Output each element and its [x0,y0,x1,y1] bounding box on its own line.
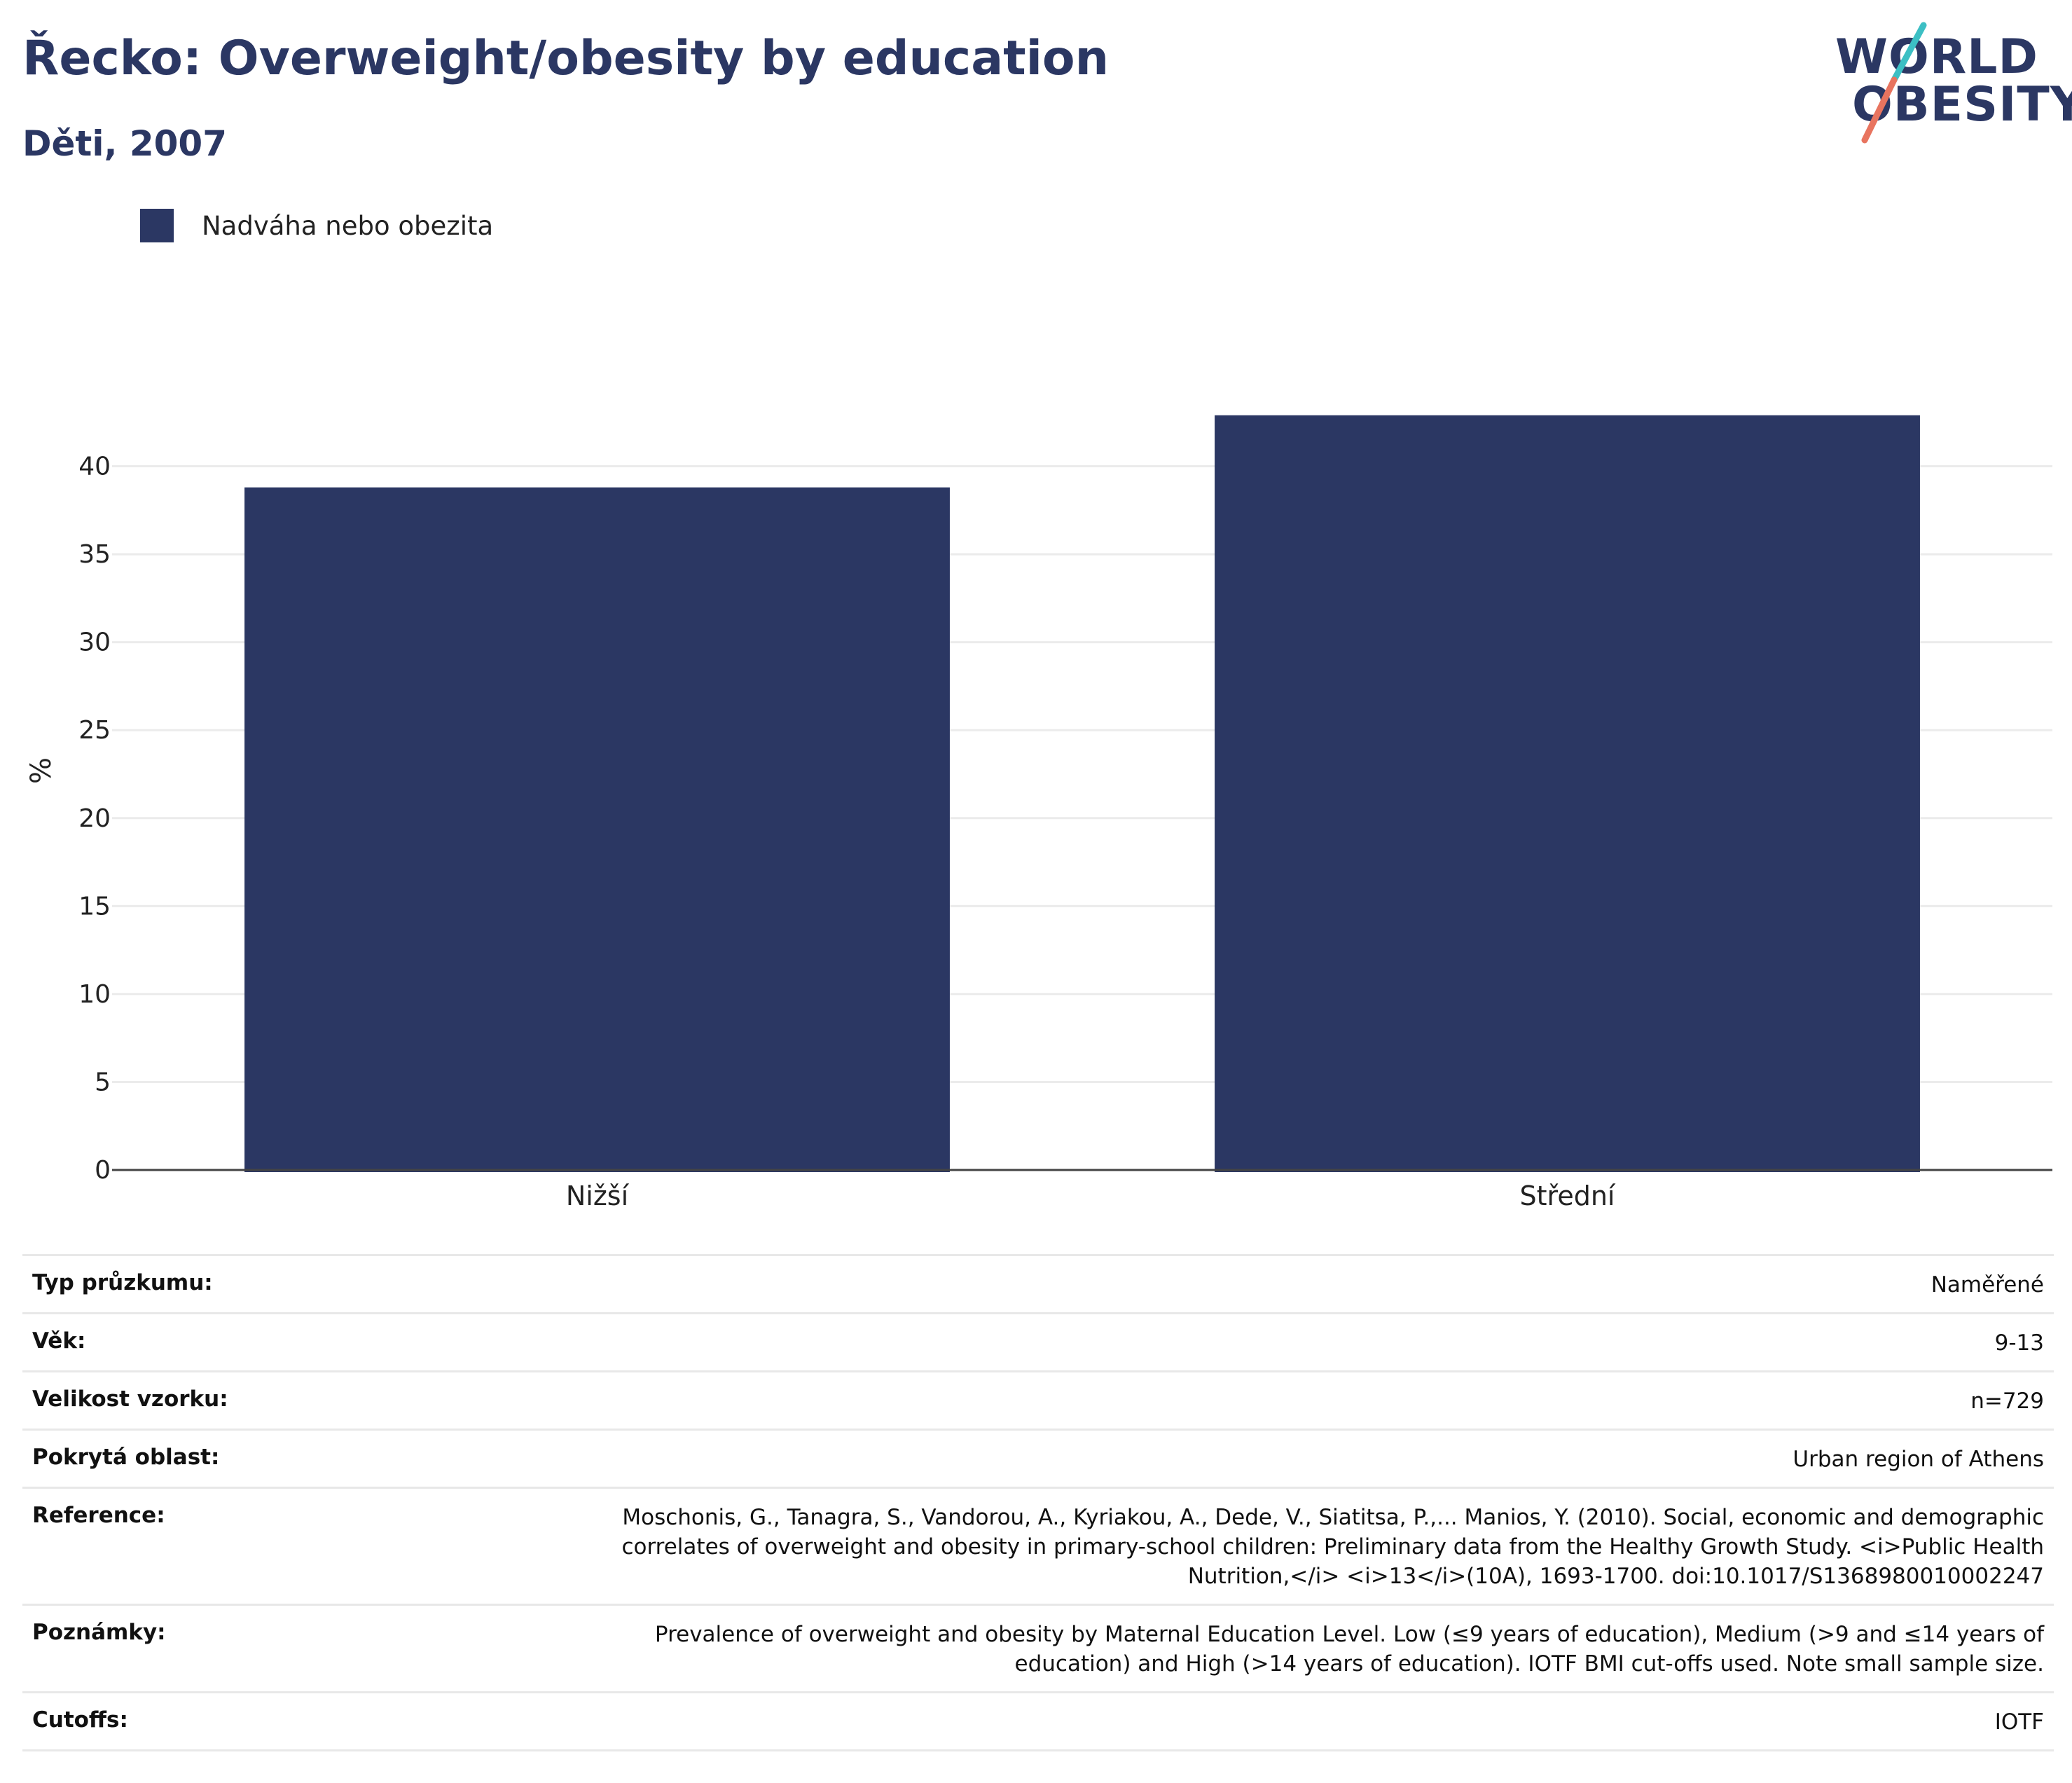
y-tick-label: 40 [78,453,111,481]
world-obesity-logo[interactable]: WORLD OBESITY [1821,21,2072,147]
metadata-key: Reference: [32,1503,165,1528]
legend-swatch [140,209,174,242]
metadata-value: 9-13 [1994,1330,2044,1356]
metadata-row: Reference: Moschonis, G., Tanagra, S., Va… [22,1487,2054,1604]
metadata-key: Pokrytá oblast: [32,1445,220,1470]
metadata-value: IOTF [1994,1709,2044,1735]
metadata-key: Velikost vzorku: [32,1386,228,1412]
chart-title: Řecko: Overweight/obesity by education [22,31,1110,86]
legend-label: Nadváha nebo obezita [202,210,494,241]
metadata-value: Naměřené [1931,1272,2044,1297]
metadata-row: Typ průzkumu: Naměřené [22,1254,2054,1312]
y-tick-label: 30 [78,628,111,657]
y-tick-label: 15 [78,892,111,921]
y-tick-label: 5 [95,1068,111,1096]
metadata-value: Prevalence of overweight and obesity by … [654,1622,2044,1677]
y-tick-label: 0 [95,1156,111,1185]
bar [1215,415,1920,1172]
y-tick-label: 25 [78,716,111,745]
metadata-row: Cutoffs: IOTF [22,1691,2054,1751]
metadata-row: Velikost vzorku: n=729 [22,1370,2054,1429]
y-tick-label: 10 [78,980,111,1009]
bar [244,487,950,1172]
metadata-key: Věk: [32,1328,86,1354]
metadata-table: Typ průzkumu: Naměřené Věk: 9-13 Velikost vz… [22,1254,2054,1751]
metadata-row: Věk: 9-13 [22,1312,2054,1370]
y-tick-label: 35 [78,540,111,569]
logo-slash-icon [1861,22,1927,144]
x-tick-label: Nižší [566,1180,630,1211]
metadata-value: Moschonis, G., Tanagra, S., Vandorou, A.… [621,1505,2044,1589]
metadata-value: Urban region of Athens [1793,1447,2044,1472]
metadata-row: Pokrytá oblast: Urban region of Athens [22,1429,2054,1487]
legend[interactable]: Nadváha nebo obezita [140,209,493,242]
x-tick-label: Střední [1520,1180,1616,1211]
logo-text-line1: WORLD [1835,29,2038,85]
y-axis-label: % [25,757,57,784]
y-tick-label: 20 [78,804,111,833]
metadata-key: Typ průzkumu: [32,1270,213,1295]
metadata-key: Cutoffs: [32,1707,128,1733]
metadata-value: n=729 [1970,1389,2044,1414]
chart-subtitle: Děti, 2007 [22,123,228,164]
bar-chart: 0 5 10 15 20 25 30 35 40 Nižší Střední% [25,415,2052,1211]
metadata-row: Poznámky: Prevalence of overweight and ob… [22,1604,2054,1691]
metadata-key: Poznámky: [32,1620,166,1645]
